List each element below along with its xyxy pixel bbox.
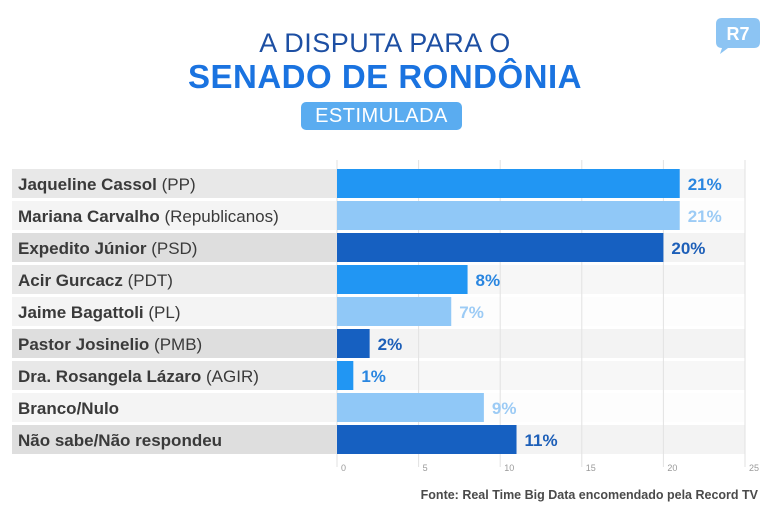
category-label: Dra. Rosangela Lázaro (AGIR) (18, 367, 259, 386)
bar (337, 361, 354, 390)
x-tick-label: 10 (504, 463, 514, 473)
r7-logo-icon: R7 (716, 18, 760, 54)
x-tick-label: 25 (749, 463, 759, 473)
category-row-bg (12, 297, 337, 326)
category-row-bg (12, 265, 337, 294)
category-label: Acir Gurcacz (PDT) (18, 271, 173, 290)
category-party: (PSD) (146, 239, 197, 258)
category-label: Mariana Carvalho (Republicanos) (18, 207, 279, 226)
category-label: Branco/Nulo (18, 399, 119, 418)
bar (337, 393, 484, 422)
x-tick-label: 5 (423, 463, 428, 473)
category-name: Acir Gurcacz (18, 271, 123, 290)
x-tick-label: 15 (586, 463, 596, 473)
category-party: (PL) (144, 303, 181, 322)
bar (337, 425, 517, 454)
category-name: Mariana Carvalho (18, 207, 160, 226)
category-name: Branco/Nulo (18, 399, 119, 418)
logo-bubble (716, 18, 760, 54)
value-label: 21% (688, 207, 722, 226)
category-row-bg (12, 169, 337, 198)
value-label: 8% (476, 271, 501, 290)
plot-row-bg (337, 361, 745, 390)
title-line-2: SENADO DE RONDÔNIA (187, 58, 583, 95)
bar (337, 169, 680, 198)
category-party: (AGIR) (201, 367, 259, 386)
category-name: Expedito Júnior (18, 239, 147, 258)
subtitle-badge: ESTIMULADA (301, 102, 462, 130)
category-row-bg (12, 201, 337, 230)
plot-row-bg (337, 329, 745, 358)
bar (337, 297, 452, 326)
title-line-1: A DISPUTA PARA O (259, 28, 511, 58)
category-name: Dra. Rosangela Lázaro (18, 367, 201, 386)
bar (337, 201, 680, 230)
category-name: Pastor Josinelio (18, 335, 149, 354)
category-row-bg (12, 393, 337, 422)
value-label: 1% (361, 367, 386, 386)
category-label: Jaime Bagattoli (PL) (18, 303, 181, 322)
logo-text: R7 (726, 24, 749, 44)
category-party: (PDT) (123, 271, 173, 290)
category-row-bg (12, 425, 337, 454)
category-label: Pastor Josinelio (PMB) (18, 335, 202, 354)
bar (337, 265, 468, 294)
category-party: (PMB) (149, 335, 202, 354)
value-label: 21% (688, 175, 722, 194)
category-name: Jaqueline Cassol (18, 175, 157, 194)
category-party: (PP) (157, 175, 196, 194)
value-label: 20% (671, 239, 705, 258)
category-name: Não sabe/Não respondeu (18, 431, 222, 450)
category-row-bg (12, 329, 337, 358)
source-note: Fonte: Real Time Big Data encomendado pe… (420, 488, 758, 502)
category-row-bg (12, 233, 337, 262)
category-party: (Republicanos) (160, 207, 279, 226)
category-label: Expedito Júnior (PSD) (18, 239, 197, 258)
category-label: Jaqueline Cassol (PP) (18, 175, 196, 194)
value-label: 11% (525, 431, 558, 450)
bar (337, 329, 370, 358)
category-name: Jaime Bagattoli (18, 303, 144, 322)
x-tick-label: 0 (341, 463, 346, 473)
value-label: 7% (459, 303, 484, 322)
category-label: Não sabe/Não respondeu (18, 431, 222, 450)
value-label: 2% (378, 335, 403, 354)
x-tick-label: 20 (667, 463, 677, 473)
category-row-bg (12, 361, 337, 390)
bar (337, 233, 664, 262)
value-label: 9% (492, 399, 517, 418)
